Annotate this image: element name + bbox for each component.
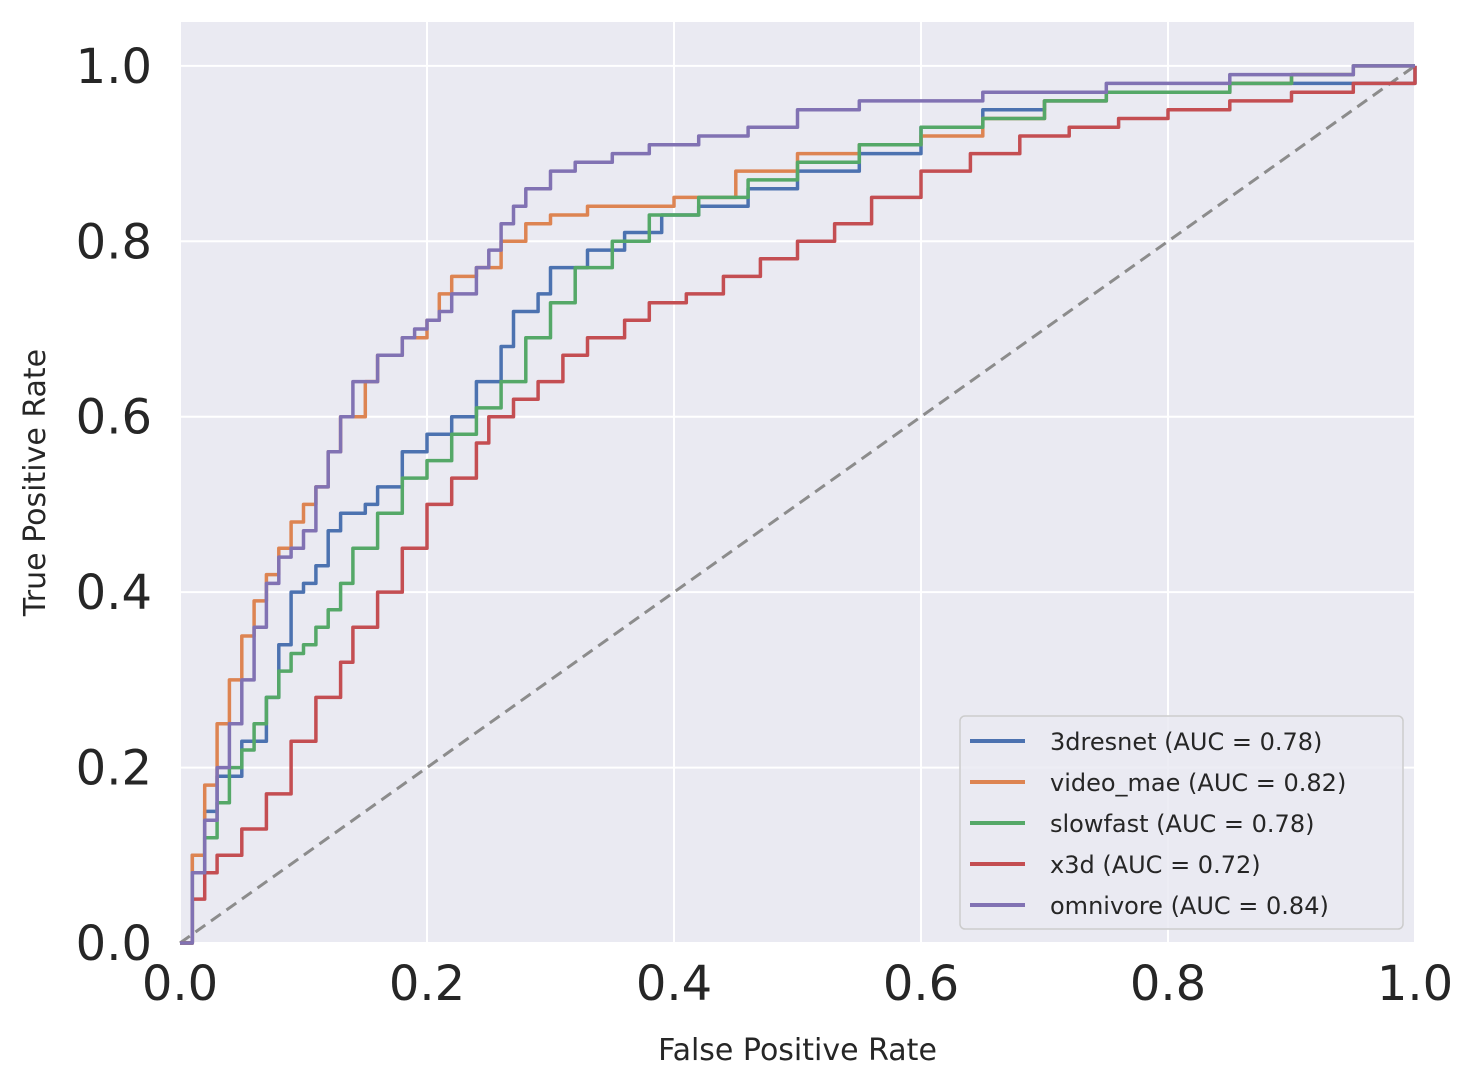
legend-label-x3d: x3d (AUC = 0.72) <box>1050 851 1261 879</box>
chance-diagonal-line <box>179 64 1416 945</box>
y-tick-label-4: 0.8 <box>76 214 152 270</box>
y-tick-label-1: 0.2 <box>76 741 152 797</box>
x-tick-label-2: 0.4 <box>636 956 712 1012</box>
legend-item-omnivore: omnivore (AUC = 0.84) <box>970 892 1329 920</box>
roc-curve-slowfast <box>180 64 1415 945</box>
legend-item-video_mae: video_mae (AUC = 0.82) <box>970 769 1346 797</box>
reference-diagonal <box>179 64 1416 945</box>
roc-curve-omnivore <box>180 64 1415 945</box>
legend-box <box>959 715 1404 930</box>
x-tick-label-0: 0.0 <box>142 956 218 1012</box>
x-tick-label-1: 0.2 <box>389 956 465 1012</box>
legend-item-slowfast: slowfast (AUC = 0.78) <box>970 810 1314 838</box>
legend: 3dresnet (AUC = 0.78) video_mae (AUC = 0.… <box>959 715 1404 930</box>
y-axis-label: True Positive Rate <box>18 349 53 617</box>
x-tick-label-5: 1.0 <box>1377 956 1453 1012</box>
legend-label-slowfast: slowfast (AUC = 0.78) <box>1050 810 1314 838</box>
legend-item-3dresnet: 3dresnet (AUC = 0.78) <box>970 728 1322 756</box>
roc-curve-x3d <box>180 65 1417 945</box>
tick-labels: 0.0 0.2 0.4 0.6 0.8 1.0 0.0 0.2 0.4 0.6 0.8 1.0 <box>76 39 1454 1012</box>
y-tick-label-3: 0.6 <box>76 390 152 446</box>
legend-item-x3d: x3d (AUC = 0.72) <box>970 851 1261 879</box>
legend-label-video_mae: video_mae (AUC = 0.82) <box>1050 769 1346 797</box>
legend-label-3dresnet: 3dresnet (AUC = 0.78) <box>1050 728 1322 756</box>
y-tick-label-0: 0.0 <box>76 916 152 972</box>
x-tick-label-3: 0.6 <box>883 956 959 1012</box>
y-tick-label-5: 1.0 <box>76 39 152 95</box>
roc-curves <box>180 64 1417 945</box>
x-axis-label: False Positive Rate <box>658 1033 937 1068</box>
x-tick-label-4: 0.8 <box>1130 956 1206 1012</box>
y-tick-label-2: 0.4 <box>76 565 152 621</box>
legend-label-omnivore: omnivore (AUC = 0.84) <box>1050 892 1329 920</box>
